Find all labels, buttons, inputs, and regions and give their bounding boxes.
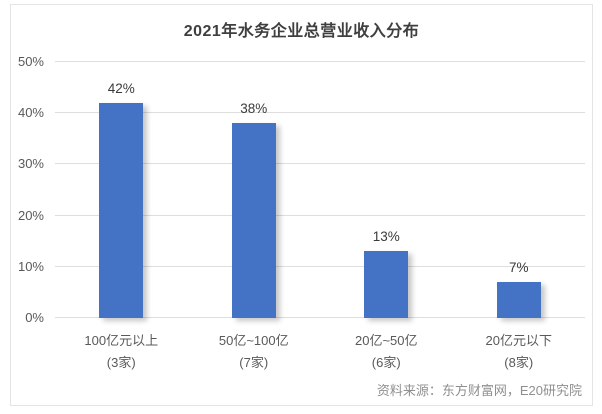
gridline — [55, 317, 585, 318]
category-count: (8家) — [504, 355, 534, 370]
bar-value-label: 13% — [372, 229, 400, 245]
bar-value-label: 38% — [240, 101, 268, 117]
y-axis-tick-label: 10% — [17, 258, 44, 274]
gridline — [55, 265, 585, 267]
gridline — [55, 163, 585, 165]
y-axis-tick-label: 0% — [25, 310, 44, 325]
category-name: 50亿~100亿 — [218, 333, 289, 348]
source-note: 资料来源：东方财富网，E20研究院 — [376, 383, 582, 398]
x-axis-category-label: 20亿~50亿 (6家) — [320, 330, 453, 374]
bar — [364, 251, 409, 318]
y-axis-tick-label: 20% — [17, 207, 44, 223]
category-count: (3家) — [106, 355, 136, 370]
bar-value-label: 7% — [508, 260, 529, 276]
x-axis-category-label: 100亿元以上 (3家) — [55, 330, 188, 374]
gridline — [55, 61, 585, 62]
category-name: 20亿~50亿 — [354, 333, 418, 348]
bar — [99, 102, 144, 318]
x-axis-category-label: 50亿~100亿 (7家) — [188, 330, 321, 374]
category-name: 100亿元以上 — [84, 333, 159, 348]
bar — [231, 123, 276, 318]
y-axis-tick-label: 30% — [17, 156, 44, 172]
bar-value-label: 42% — [107, 80, 135, 96]
plot-area: 0% 10% 20% 30% 40% 50% 42% 100亿元以上 (3家) 38% 50亿~10… — [18, 55, 585, 370]
category-name: 20亿元以下 — [485, 333, 552, 348]
category-count: (7家) — [239, 355, 269, 370]
gridline — [55, 112, 585, 114]
y-axis-tick-label: 50% — [17, 54, 44, 69]
chart-frame: 2021年水务企业总营业收入分布 0% 10% 20% 30% 40% 50% 42% 100… — [10, 4, 593, 406]
category-count: (6家) — [371, 355, 401, 370]
chart-title: 2021年水务企业总营业收入分布 — [183, 23, 420, 40]
gridline — [55, 214, 585, 216]
bar — [496, 282, 541, 318]
x-axis-category-label: 20亿元以下 (8家) — [453, 330, 586, 374]
y-axis-tick-label: 40% — [17, 105, 44, 121]
